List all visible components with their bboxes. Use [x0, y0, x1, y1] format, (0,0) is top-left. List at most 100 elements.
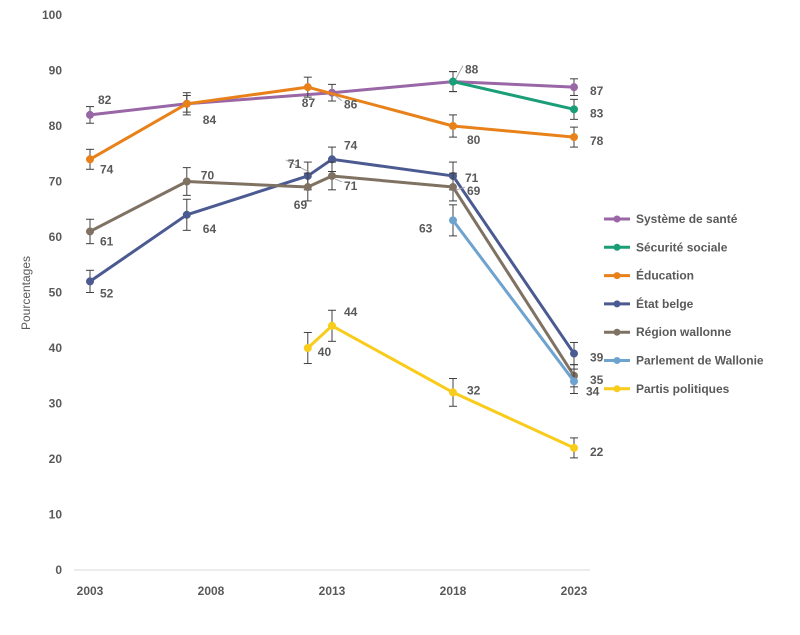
y-tick-label: 0: [55, 563, 62, 577]
legend-item: Système de santé: [604, 212, 738, 226]
y-tick-label: 90: [49, 64, 63, 78]
data-label: 82: [98, 93, 112, 107]
data-label: 64: [203, 222, 217, 236]
data-point: [86, 155, 94, 164]
legend-swatch-marker: [613, 243, 621, 251]
series-5: [449, 204, 578, 395]
data-point: [303, 344, 312, 352]
data-label: 61: [100, 234, 114, 248]
data-point: [303, 83, 312, 92]
series-layer: [86, 71, 578, 459]
label-leader-line: [455, 186, 466, 191]
data-point: [328, 321, 336, 330]
data-point: [449, 77, 457, 86]
data-point: [86, 277, 94, 286]
data-point: [86, 110, 94, 119]
x-tick-label: 2008: [198, 584, 225, 598]
label-leader-line: [334, 95, 343, 102]
y-tick-label: 20: [49, 452, 63, 466]
data-label: 40: [318, 345, 332, 359]
data-label: 32: [467, 383, 481, 397]
data-point: [570, 443, 578, 452]
data-point: [449, 388, 457, 397]
data-label: 86: [344, 98, 358, 112]
legend-label: Région wallonne: [636, 325, 732, 339]
data-point: [570, 377, 578, 386]
legend-label: Parlement de Wallonie: [636, 354, 764, 368]
series-6: [303, 309, 578, 459]
data-label: 44: [344, 305, 358, 319]
series-line: [452, 80, 575, 111]
y-tick-label: 50: [49, 286, 63, 300]
y-tick-label: 60: [49, 230, 63, 244]
x-tick-label: 2023: [561, 584, 588, 598]
data-label: 63: [419, 221, 433, 235]
data-point: [570, 133, 578, 142]
series-line: [89, 174, 576, 377]
legend-item: Parlement de Wallonie: [604, 354, 764, 368]
legend-swatch-marker: [613, 272, 621, 280]
data-point: [328, 171, 336, 180]
data-point: [570, 105, 578, 114]
legend-item: État belge: [604, 296, 694, 311]
x-tick-label: 2003: [77, 584, 104, 598]
chart-axes: 0 10 20 30 40 50 60 70 80 90 100 2003 2008 2013 2018 20…: [42, 8, 590, 598]
data-label: 69: [294, 198, 308, 212]
label-leader-line: [455, 65, 464, 79]
data-label: 87: [302, 96, 316, 110]
data-label: 74: [344, 138, 358, 152]
legend-label: Éducation: [636, 268, 694, 283]
legend-item: Éducation: [604, 268, 694, 283]
legend-swatch-marker: [613, 300, 621, 308]
data-label: 39: [590, 351, 604, 365]
data-label: 35: [590, 373, 604, 387]
data-point: [449, 216, 457, 225]
data-point: [182, 99, 191, 108]
series-1: [449, 71, 578, 120]
legend-label: Sécurité sociale: [636, 240, 728, 254]
legend-item: Région wallonne: [604, 325, 732, 339]
data-label: 71: [344, 179, 358, 193]
y-tick-label: 100: [42, 8, 62, 22]
label-leader-line: [334, 178, 343, 183]
chart-legend: Système de santé Sécurité sociale Éducatio…: [604, 212, 764, 396]
y-tick-label: 70: [49, 175, 63, 189]
legend-swatch-marker: [613, 357, 621, 364]
data-label: 69: [467, 184, 481, 198]
data-label: 78: [590, 134, 604, 148]
y-axis-title: Pourcentages: [19, 256, 33, 330]
data-label: 88: [465, 63, 479, 77]
data-point: [449, 183, 457, 192]
x-tick-label: 2018: [440, 584, 467, 598]
legend-item: Sécurité sociale: [604, 240, 728, 254]
data-point: [182, 210, 191, 219]
legend-label: Système de santé: [636, 212, 738, 226]
y-tick-label: 30: [49, 397, 63, 411]
y-tick-label: 80: [49, 119, 63, 133]
data-label: 71: [465, 171, 479, 185]
data-point: [303, 183, 312, 192]
legend-swatch-marker: [613, 385, 621, 393]
series-line: [451, 219, 576, 383]
data-point: [86, 227, 94, 236]
x-tick-label: 2013: [319, 584, 346, 598]
data-label: 34: [586, 384, 600, 398]
data-point: [570, 83, 578, 92]
series-0: [86, 71, 578, 124]
series-4: [86, 161, 578, 388]
data-label: 83: [590, 106, 604, 120]
data-label: 71: [288, 157, 302, 171]
data-label: 87: [590, 84, 604, 98]
legend-swatch-marker: [613, 328, 621, 336]
data-label: 52: [100, 286, 114, 300]
series-line: [89, 157, 576, 355]
data-point: [182, 177, 191, 186]
data-point: [570, 349, 578, 358]
data-label: 80: [467, 133, 481, 147]
data-label: 22: [590, 445, 604, 459]
legend-label: État belge: [636, 296, 694, 311]
y-tick-label: 10: [49, 508, 63, 522]
data-label: 70: [201, 169, 215, 183]
